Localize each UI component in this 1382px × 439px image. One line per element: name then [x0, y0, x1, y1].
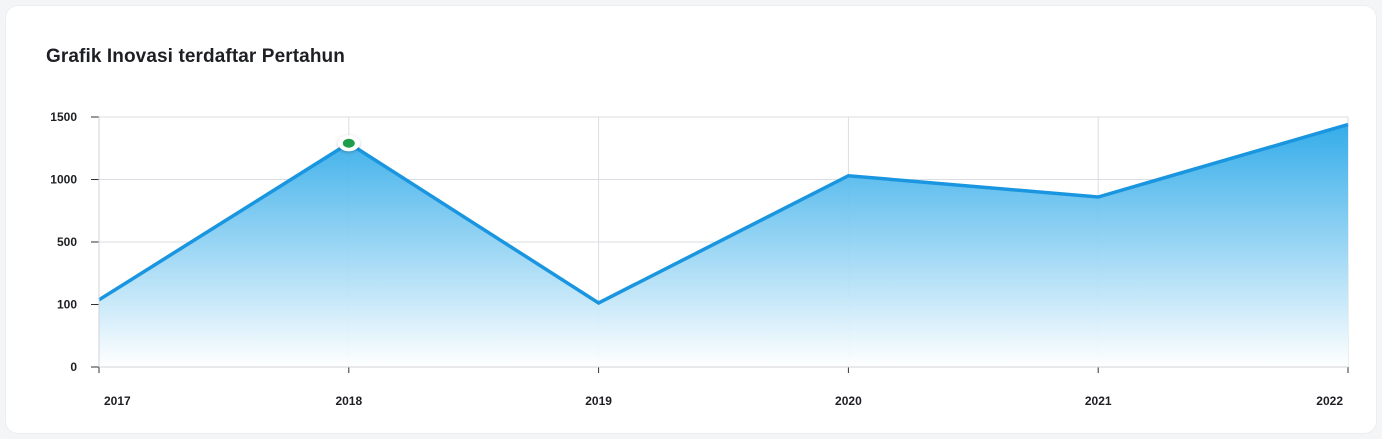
- area-layer: [98, 122, 1349, 367]
- y-tick-label: 1000: [50, 173, 77, 187]
- series-line: [98, 122, 1349, 305]
- x-tick-label: 2020: [835, 394, 862, 408]
- x-tick-label: 2018: [335, 394, 362, 408]
- highlight-marker: [342, 138, 355, 148]
- series-area: [99, 124, 1348, 367]
- y-tick-label: 100: [57, 298, 77, 312]
- x-tick-label: 2019: [585, 394, 612, 408]
- y-tick-label: 500: [57, 235, 77, 249]
- marker-layer: [337, 135, 360, 152]
- x-tick-label: 2022: [1316, 394, 1343, 408]
- x-tick-label: 2021: [1085, 394, 1112, 408]
- chart-title: Grafik Inovasi terdaftar Pertahun: [46, 46, 345, 67]
- y-tick-label: 1500: [50, 110, 77, 124]
- x-tick-label: 2017: [104, 394, 131, 408]
- y-tick-label: 0: [70, 360, 77, 374]
